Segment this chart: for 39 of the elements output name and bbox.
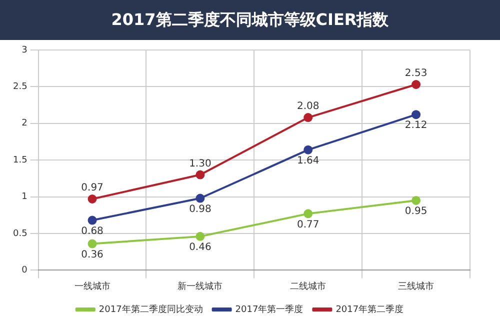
data-label: 0.68: [81, 226, 104, 237]
data-label: 1.64: [296, 155, 320, 166]
point: [412, 80, 421, 89]
y-tick-label: 2: [22, 118, 28, 129]
y-tick-label: 2.5: [12, 82, 28, 92]
x-tick-label: 新一线城市: [178, 280, 223, 292]
legend-label: 2017年第一季度: [235, 304, 304, 315]
legend-label: 2017年第二季度: [336, 304, 404, 315]
x-tick-label: 一线城市: [74, 280, 110, 292]
point: [88, 239, 97, 248]
y-tick-label: 1: [22, 192, 28, 202]
chart-title: 2017第二季度不同城市等级CIER指数: [0, 0, 500, 40]
data-label: 1.30: [189, 158, 212, 170]
x-tick-label: 三线城市: [398, 280, 434, 292]
point: [412, 196, 421, 205]
point: [88, 194, 97, 204]
point: [304, 113, 313, 122]
point: [412, 110, 421, 120]
data-label: 0.95: [404, 206, 428, 218]
point: [196, 170, 205, 180]
y-tick-label: 1.5: [12, 155, 28, 166]
y-tick-label: 0: [22, 266, 28, 276]
point: [196, 232, 205, 241]
point: [304, 209, 313, 218]
data-label: 0.46: [189, 242, 212, 254]
legend-label: 2017年第二季度同比变动: [98, 304, 203, 315]
point: [196, 194, 205, 203]
y-tick-label: 0.5: [12, 228, 28, 239]
data-label: 0.97: [81, 182, 104, 194]
data-label: 0.36: [81, 249, 104, 260]
data-label: 0.98: [189, 204, 212, 215]
data-label: 2.08: [296, 101, 320, 112]
point: [88, 216, 97, 225]
y-tick-label: 3: [22, 45, 28, 56]
data-label: 0.77: [296, 219, 320, 230]
data-label: 2.12: [404, 120, 428, 132]
data-label: 2.53: [404, 68, 428, 80]
x-tick-label: 二线城市: [290, 280, 326, 292]
point: [304, 145, 313, 154]
